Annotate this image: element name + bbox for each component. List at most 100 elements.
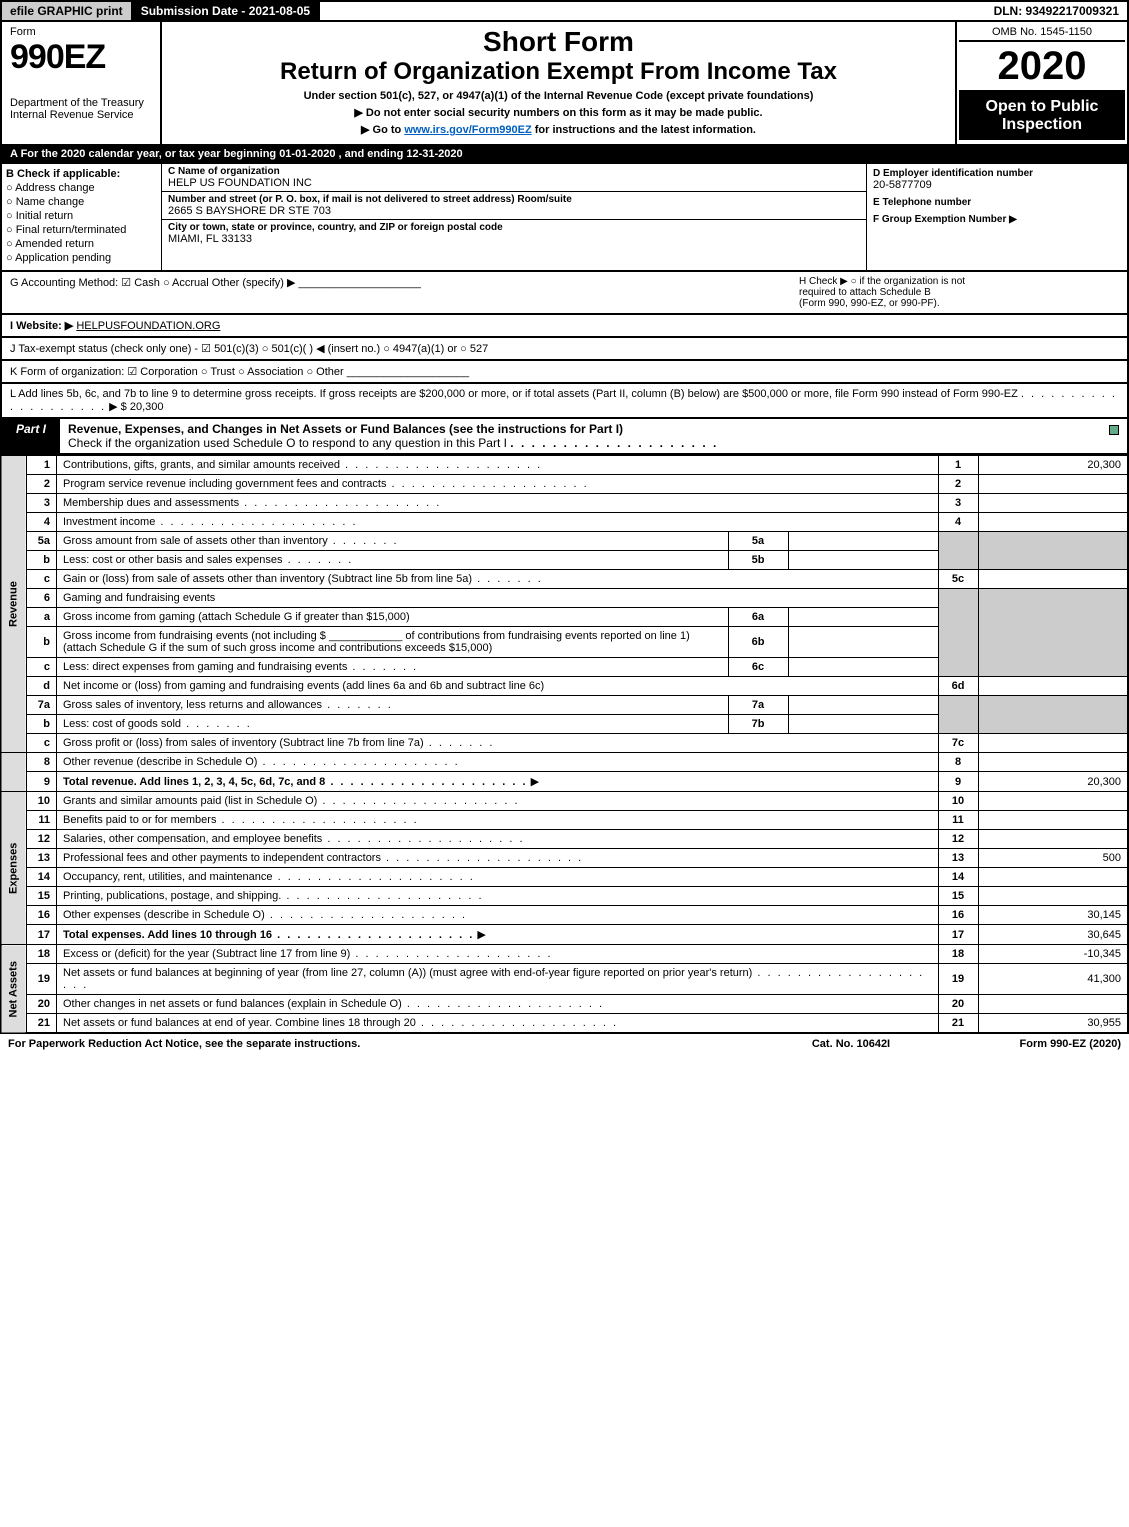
check-application-pending[interactable]: Application pending: [6, 252, 157, 264]
h-check: H Check ▶ ○ if the organization is not r…: [799, 276, 1119, 309]
line-16-amount: 30,145: [978, 906, 1128, 925]
goto-link[interactable]: www.irs.gov/Form990EZ: [404, 124, 531, 136]
org-section: B Check if applicable: Address change Na…: [0, 164, 1129, 272]
line-6b-text: Gross income from fundraising events (no…: [57, 627, 729, 658]
line-11-amount: [978, 811, 1128, 830]
line-3-amount: [978, 494, 1128, 513]
line-13-text: Professional fees and other payments to …: [63, 852, 583, 864]
line-21-text: Net assets or fund balances at end of ye…: [63, 1017, 618, 1029]
line-5c-num: c: [27, 570, 57, 589]
line-5c-amount: [978, 570, 1128, 589]
line-19-num: 19: [27, 964, 57, 995]
line-18-text: Excess or (deficit) for the year (Subtra…: [63, 948, 553, 960]
line-12-amount: [978, 830, 1128, 849]
j-row: J Tax-exempt status (check only one) - ☑…: [0, 338, 1129, 361]
page-footer: For Paperwork Reduction Act Notice, see …: [0, 1034, 1129, 1054]
line-2-text: Program service revenue including govern…: [63, 478, 589, 490]
line-6d-amount: [978, 677, 1128, 696]
line-6-num: 6: [27, 589, 57, 608]
c-label: C Name of organization: [168, 166, 860, 177]
dept-label: Department of the Treasury: [10, 97, 152, 109]
line-9-num: 9: [27, 772, 57, 792]
line-6b-subamt: [788, 627, 938, 658]
line-21-num: 21: [27, 1014, 57, 1034]
under-section: Under section 501(c), 527, or 4947(a)(1)…: [170, 90, 947, 102]
line-2-num: 2: [27, 475, 57, 494]
tax-exempt-status: J Tax-exempt status (check only one) - ☑…: [10, 342, 1119, 355]
l-text: L Add lines 5b, 6c, and 7b to line 9 to …: [10, 388, 1018, 400]
side-revenue: Revenue: [1, 456, 27, 753]
check-name-change[interactable]: Name change: [6, 196, 157, 208]
org-city: MIAMI, FL 33133: [168, 233, 860, 245]
line-4-text: Investment income: [63, 516, 358, 528]
line-20-text: Other changes in net assets or fund bala…: [63, 998, 604, 1010]
line-16-num: 16: [27, 906, 57, 925]
check-amended-return[interactable]: Amended return: [6, 238, 157, 250]
line-8-text: Other revenue (describe in Schedule O): [63, 756, 460, 768]
line-6d-num: d: [27, 677, 57, 696]
line-5b-text: Less: cost or other basis and sales expe…: [63, 554, 353, 566]
side-expenses: Expenses: [1, 792, 27, 945]
header-center: Short Form Return of Organization Exempt…: [162, 22, 957, 144]
h-line3: (Form 990, 990-EZ, or 990-PF).: [799, 298, 1119, 309]
return-title: Return of Organization Exempt From Incom…: [170, 58, 947, 86]
line-1-refnum: 1: [938, 456, 978, 475]
line-8-num: 8: [27, 753, 57, 772]
line-6d-text: Net income or (loss) from gaming and fun…: [57, 677, 939, 696]
part-i-checkbox[interactable]: [1101, 419, 1127, 453]
goto-post: for instructions and the latest informat…: [535, 124, 756, 136]
part-i-header: Part I Revenue, Expenses, and Changes in…: [0, 419, 1129, 455]
line-7a-subamt: [788, 696, 938, 715]
footer-mid: Cat. No. 10642I: [761, 1038, 941, 1050]
line-10-amount: [978, 792, 1128, 811]
box-b: B Check if applicable: Address change Na…: [2, 164, 162, 270]
irs-label: Internal Revenue Service: [10, 109, 152, 121]
line-21-amount: 30,955: [978, 1014, 1128, 1034]
l-arrow: ▶: [109, 401, 117, 413]
box-b-label: B Check if applicable:: [6, 168, 157, 180]
h-line1: H Check ▶ ○ if the organization is not: [799, 276, 1119, 287]
org-city-cell: City or town, state or province, country…: [162, 220, 866, 247]
city-label: City or town, state or province, country…: [168, 222, 860, 233]
submission-date: Submission Date - 2021-08-05: [133, 2, 320, 20]
website[interactable]: HELPUSFOUNDATION.ORG: [76, 320, 220, 332]
footer-left: For Paperwork Reduction Act Notice, see …: [8, 1038, 761, 1050]
line-12-num: 12: [27, 830, 57, 849]
form-label: Form: [10, 26, 152, 38]
line-4-num: 4: [27, 513, 57, 532]
check-address-change[interactable]: Address change: [6, 182, 157, 194]
line-5c-text: Gain or (loss) from sale of assets other…: [63, 573, 543, 585]
line-17-num: 17: [27, 925, 57, 945]
check-initial-return[interactable]: Initial return: [6, 210, 157, 222]
line-7a-sub: 7a: [728, 696, 788, 715]
line-7c-text: Gross profit or (loss) from sales of inv…: [63, 737, 494, 749]
line-19-text: Net assets or fund balances at beginning…: [63, 967, 924, 991]
i-row: I Website: ▶ HELPUSFOUNDATION.ORG: [0, 315, 1129, 338]
accounting-method: G Accounting Method: ☑ Cash ○ Accrual Ot…: [10, 276, 799, 309]
donot-text: ▶ Do not enter social security numbers o…: [170, 106, 947, 119]
line-7b-text: Less: cost of goods sold: [63, 718, 252, 730]
line-1-amount: 20,300: [978, 456, 1128, 475]
line-7b-sub: 7b: [728, 715, 788, 734]
line-6c-num: c: [27, 658, 57, 677]
line-9-text: Total revenue. Add lines 1, 2, 3, 4, 5c,…: [63, 776, 528, 788]
line-5a-num: 5a: [27, 532, 57, 551]
g-h-row: G Accounting Method: ☑ Cash ○ Accrual Ot…: [0, 272, 1129, 315]
line-7b-num: b: [27, 715, 57, 734]
efile-print[interactable]: efile GRAPHIC print: [2, 2, 133, 20]
org-name-cell: C Name of organization HELP US FOUNDATIO…: [162, 164, 866, 192]
org-addr-cell: Number and street (or P. O. box, if mail…: [162, 192, 866, 220]
footer-right: Form 990-EZ (2020): [941, 1038, 1121, 1050]
form-organization: K Form of organization: ☑ Corporation ○ …: [10, 365, 469, 378]
part-i-check-text: Check if the organization used Schedule …: [68, 436, 507, 450]
line-19-amount: 41,300: [978, 964, 1128, 995]
line-13-amount: 500: [978, 849, 1128, 868]
form-header: Form 990EZ Department of the Treasury In…: [0, 20, 1129, 146]
check-final-return[interactable]: Final return/terminated: [6, 224, 157, 236]
line-1-text: Contributions, gifts, grants, and simila…: [63, 459, 542, 471]
line-6a-num: a: [27, 608, 57, 627]
header-right: OMB No. 1545-1150 2020 Open to Public In…: [957, 22, 1127, 144]
line-17-text: Total expenses. Add lines 10 through 16: [63, 929, 474, 941]
line-17-amount: 30,645: [978, 925, 1128, 945]
line-6b-sub: 6b: [728, 627, 788, 658]
